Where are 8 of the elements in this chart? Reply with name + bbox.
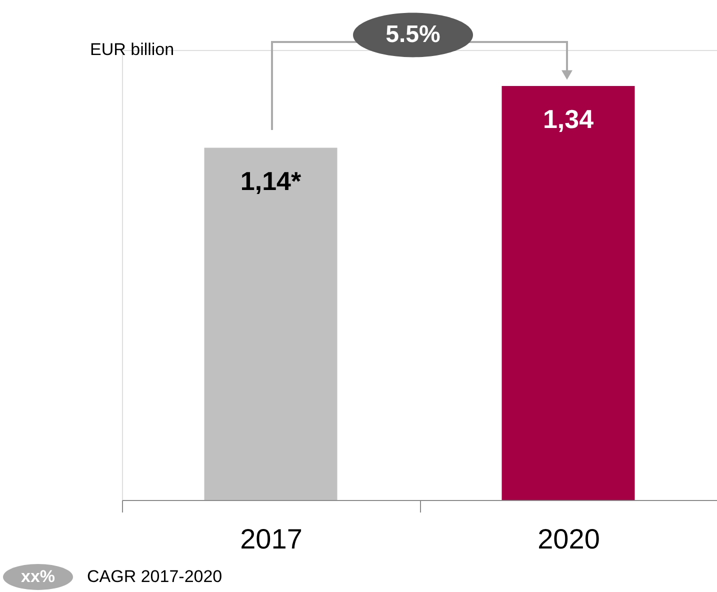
text: CAGR 2017-2020 [87,567,222,586]
x-tick-label: 2020 [538,524,600,554]
text: EUR billion [90,40,174,59]
x-tick-label: 2017 [240,524,302,554]
text: xx% [20,567,56,586]
data-label: 1,14* [240,166,302,196]
data-label: 1,34 [542,104,594,134]
text: 5.5% [386,21,440,48]
